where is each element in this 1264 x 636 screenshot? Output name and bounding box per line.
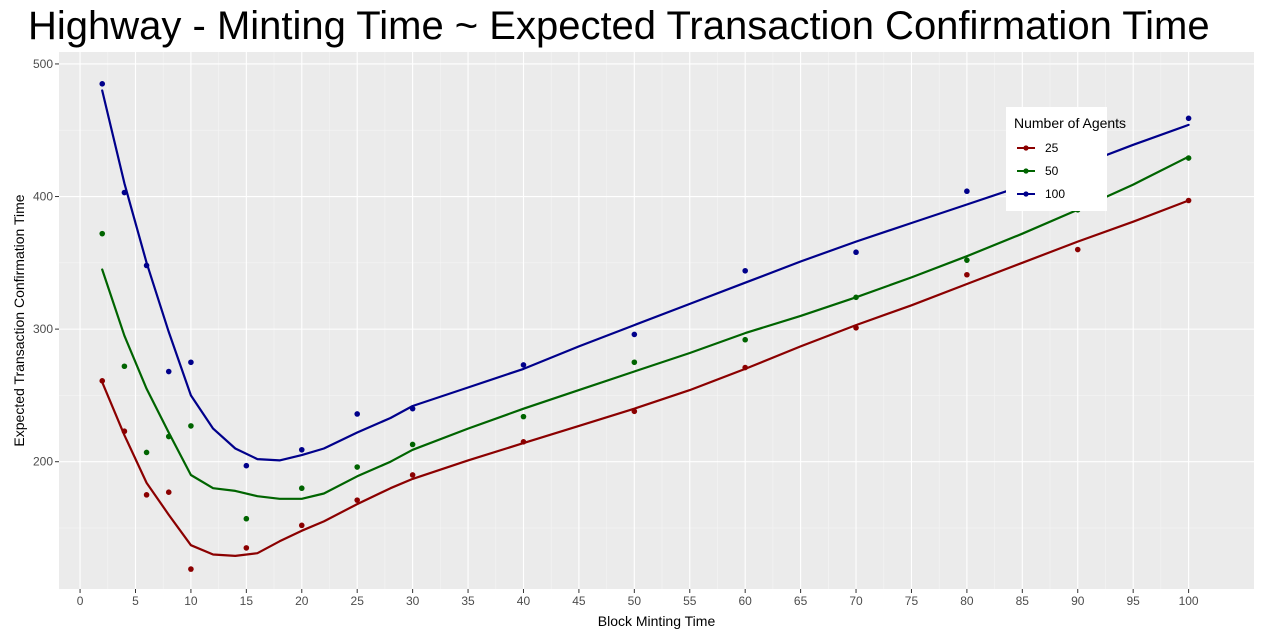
data-point-100 [243,462,250,469]
y-axis: 200 300 400 500 [33,57,59,469]
data-point-25 [742,364,748,371]
minor-gridlines [59,52,1254,589]
legend-key-point-50 [1023,168,1029,174]
data-point-100 [742,267,748,274]
x-tick-label: 30 [406,594,420,608]
data-point-25 [165,489,172,496]
data-point-25 [520,439,527,445]
data-point-50 [143,449,150,456]
data-point-50 [964,257,970,263]
legend-key-point-100 [1023,191,1029,197]
data-point-25 [964,271,970,278]
data-point-100 [188,359,194,366]
data-points [99,81,1192,572]
x-tick-label: 90 [1071,594,1085,608]
y-tick-label: 400 [33,190,53,204]
data-point-50 [354,464,360,470]
data-point-50 [631,359,638,366]
smooth-line-50 [101,155,1190,500]
x-tick-label: 5 [132,594,139,608]
legend-label-50: 50 [1045,164,1059,178]
data-point-100 [298,446,305,453]
data-point-25 [631,408,638,415]
data-point-50 [243,515,250,522]
data-point-50 [165,433,172,440]
y-tick-label: 300 [33,322,53,336]
data-point-50 [520,413,527,420]
data-point-50 [1185,155,1192,161]
data-point-100 [121,189,128,196]
x-tick-label: 80 [960,594,974,608]
data-point-100 [520,362,527,368]
data-point-100 [99,81,106,87]
x-tick-label: 70 [849,594,863,608]
legend-items: 25 50 100 [1017,141,1065,201]
data-point-50 [409,441,416,448]
y-axis-title: Expected Transaction Confirmation Time [11,194,27,446]
data-point-100 [631,331,638,338]
x-tick-label: 40 [517,594,531,608]
x-tick-label: 25 [351,594,365,608]
x-tick-label: 65 [794,594,808,608]
x-tick-label: 15 [240,594,254,608]
data-point-100 [964,188,970,195]
data-point-25 [354,497,360,503]
data-point-50 [188,423,194,429]
legend-title: Number of Agents [1014,115,1126,131]
data-point-100 [409,405,416,412]
y-tick-label: 500 [33,57,53,71]
data-point-50 [99,230,106,237]
data-point-25 [243,545,250,551]
data-point-50 [742,336,748,343]
x-tick-label: 10 [184,594,198,608]
data-point-100 [165,368,172,375]
data-point-50 [853,294,859,301]
x-tick-label: 45 [572,594,586,608]
x-tick-label: 75 [905,594,919,608]
data-point-25 [99,378,106,384]
data-point-100 [143,262,150,269]
major-gridlines [59,52,1254,589]
data-point-50 [121,363,128,370]
x-tick-label: 100 [1179,594,1199,608]
data-point-50 [298,485,305,492]
data-point-100 [853,249,859,256]
x-tick-label: 35 [461,594,475,608]
data-point-25 [298,522,305,529]
x-tick-label: 20 [295,594,309,608]
legend-label-25: 25 [1045,141,1059,155]
x-tick-label: 50 [628,594,642,608]
legend-key-point-25 [1023,145,1029,151]
x-tick-label: 0 [77,594,84,608]
x-axis-title: Block Minting Time [598,613,716,629]
chart-title: Highway - Minting Time ~ Expected Transa… [28,4,1210,48]
data-point-100 [354,411,360,417]
x-tick-label: 60 [739,594,753,608]
smooth-line-25 [101,199,1190,557]
legend: Number of Agents 25 50 100 [1006,107,1126,211]
legend-label-100: 100 [1045,187,1065,201]
x-tick-label: 55 [683,594,697,608]
data-point-100 [1185,115,1192,122]
data-point-25 [409,472,416,478]
data-point-25 [1185,197,1192,204]
y-tick-label: 200 [33,455,53,469]
data-point-25 [853,324,859,331]
x-tick-label: 85 [1016,594,1030,608]
smooth-line-100 [101,89,1190,462]
data-point-25 [143,492,150,498]
data-point-25 [188,566,194,572]
data-point-25 [121,428,128,435]
x-tick-label: 95 [1126,594,1140,608]
smooth-lines [101,89,1190,557]
data-point-25 [1074,246,1081,253]
x-axis: 0 5 10 15 20 25 30 35 40 45 50 55 60 65 70 75 80 85 90 95 10… [77,589,1199,608]
